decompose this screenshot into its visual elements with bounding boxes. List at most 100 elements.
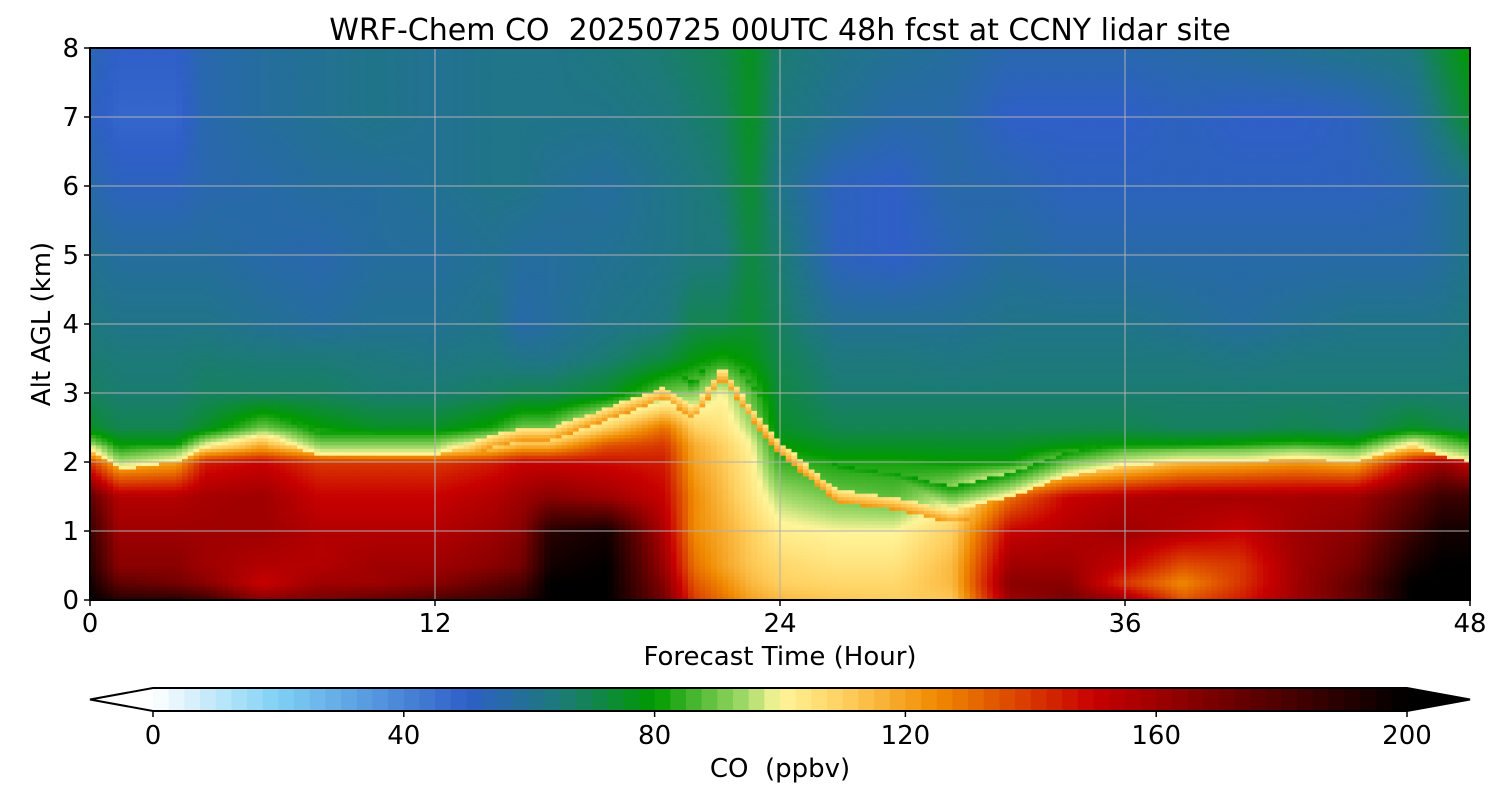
heatmap-cell — [262, 344, 269, 349]
heatmap-cell — [199, 148, 206, 153]
heatmap-cell — [95, 355, 103, 360]
heatmap-cell — [256, 327, 264, 332]
heatmap-cell — [205, 503, 212, 508]
heatmap-cell — [141, 455, 149, 460]
heatmap-cell — [210, 330, 218, 335]
heatmap-cell — [182, 165, 189, 170]
heatmap-cell — [199, 79, 206, 84]
heatmap-cell — [95, 134, 103, 139]
heatmap-cell — [233, 151, 241, 156]
heatmap-cell — [118, 103, 126, 108]
heatmap-cell — [95, 161, 103, 166]
heatmap-cell — [118, 289, 126, 294]
heatmap-cell — [170, 334, 177, 339]
heatmap-cell — [193, 327, 200, 332]
heatmap-cell — [170, 137, 177, 142]
heatmap-cell — [176, 372, 183, 377]
heatmap-cell — [216, 310, 223, 315]
heatmap-cell — [170, 172, 177, 177]
heatmap-cell — [239, 479, 246, 484]
heatmap-cell — [147, 223, 154, 228]
heatmap-cell — [182, 368, 189, 373]
heatmap-cell — [193, 54, 200, 59]
heatmap-cell — [210, 92, 218, 97]
heatmap-cell — [113, 68, 120, 73]
heatmap-cell — [233, 568, 241, 573]
heatmap-cell — [182, 341, 189, 346]
heatmap-cell — [239, 313, 246, 318]
heatmap-cell — [141, 548, 149, 553]
heatmap-cell — [107, 441, 114, 446]
heatmap-cell — [210, 141, 218, 146]
heatmap-cell — [136, 158, 143, 163]
heatmap-cell — [113, 292, 120, 297]
heatmap-cell — [239, 61, 246, 66]
heatmap-cell — [95, 320, 103, 325]
heatmap-cell — [147, 582, 154, 587]
heatmap-cell — [136, 496, 143, 501]
heatmap-cell — [113, 106, 120, 111]
heatmap-cell — [268, 524, 275, 529]
heatmap-cell — [130, 275, 137, 280]
heatmap-cell — [222, 434, 229, 439]
heatmap-cell — [256, 417, 264, 422]
heatmap-cell — [136, 493, 143, 498]
heatmap-cell — [210, 348, 218, 353]
heatmap-cell — [164, 499, 172, 504]
heatmap-cell — [90, 575, 97, 580]
heatmap-cell — [205, 534, 212, 539]
heatmap-cell — [118, 568, 126, 573]
heatmap-cell — [256, 251, 264, 256]
heatmap-cell — [90, 568, 97, 573]
heatmap-cell — [239, 399, 246, 404]
heatmap-cell — [176, 127, 183, 132]
heatmap-cell — [130, 192, 137, 197]
heatmap-cell — [124, 448, 131, 453]
heatmap-cell — [147, 85, 154, 90]
heatmap-cell — [136, 324, 143, 329]
heatmap-cell — [159, 217, 166, 222]
heatmap-cell — [124, 68, 131, 73]
heatmap-cell — [251, 179, 258, 184]
heatmap-cell — [251, 330, 258, 335]
heatmap-cell — [147, 386, 154, 391]
heatmap-cell — [228, 468, 235, 473]
heatmap-cell — [245, 475, 252, 480]
heatmap-cell — [193, 68, 200, 73]
heatmap-cell — [239, 565, 246, 570]
heatmap-cell — [176, 586, 183, 591]
heatmap-cell — [239, 458, 246, 463]
heatmap-cell — [124, 344, 131, 349]
heatmap-cell — [130, 434, 137, 439]
heatmap-cell — [176, 213, 183, 218]
heatmap-cell — [216, 537, 223, 542]
heatmap-cell — [187, 499, 195, 504]
heatmap-cell — [141, 303, 149, 308]
heatmap-cell — [118, 286, 126, 291]
heatmap-cell — [95, 58, 103, 63]
heatmap-cell — [124, 65, 131, 70]
heatmap-cell — [101, 175, 108, 180]
heatmap-cell — [90, 489, 97, 494]
heatmap-cell — [164, 296, 172, 301]
heatmap-cell — [187, 410, 195, 415]
heatmap-cell — [170, 158, 177, 163]
heatmap-cell — [95, 499, 103, 504]
heatmap-cell — [147, 596, 154, 600]
heatmap-cell — [147, 213, 154, 218]
heatmap-cell — [228, 330, 235, 335]
heatmap-cell — [187, 324, 195, 329]
heatmap-cell — [170, 327, 177, 332]
heatmap-cell — [136, 337, 143, 342]
heatmap-cell — [141, 72, 149, 77]
heatmap-cell — [182, 403, 189, 408]
heatmap-cell — [95, 110, 103, 115]
heatmap-cell — [101, 244, 108, 249]
heatmap-cell — [228, 489, 235, 494]
heatmap-cell — [130, 448, 137, 453]
heatmap-cell — [176, 534, 183, 539]
heatmap-cell — [256, 255, 264, 260]
heatmap-cell — [90, 117, 97, 122]
heatmap-cell — [147, 472, 154, 477]
heatmap-cell — [233, 517, 241, 522]
